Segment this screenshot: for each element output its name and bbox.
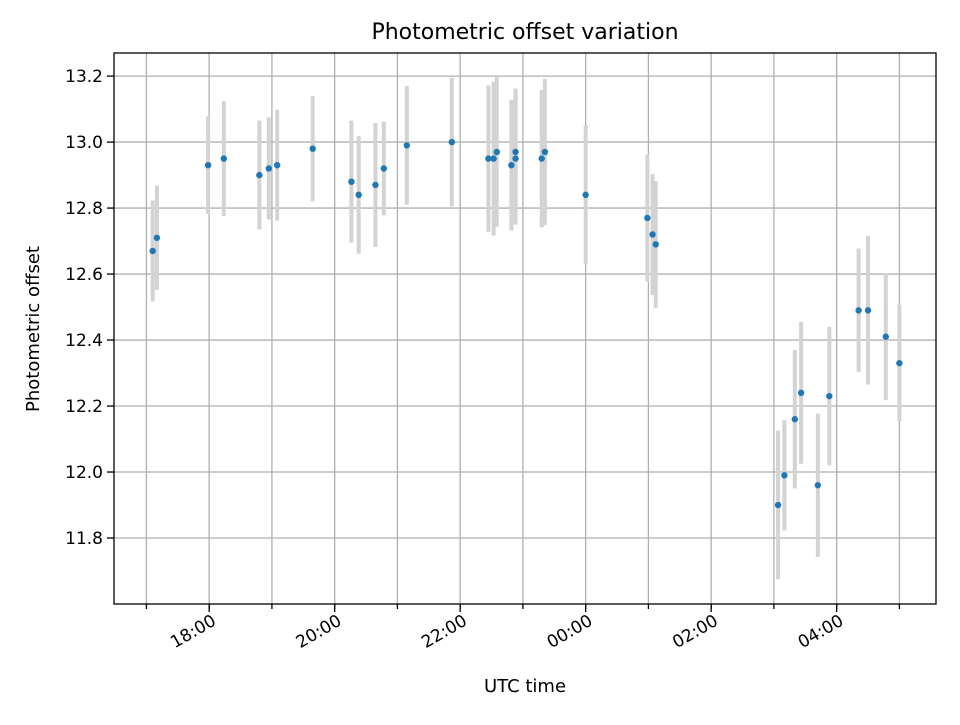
data-point <box>448 138 455 146</box>
y-tick-label: 12.0 <box>65 463 103 483</box>
y-tick-label: 12.8 <box>65 199 103 219</box>
data-point <box>538 155 545 162</box>
data-point <box>204 161 212 169</box>
data-point <box>403 142 411 149</box>
data-point <box>797 389 805 397</box>
data-point <box>896 359 903 367</box>
data-point <box>508 161 515 169</box>
chart-title: Photometric offset variation <box>371 20 678 45</box>
x-axis-label: UTC time <box>484 676 566 697</box>
data-point <box>153 234 161 241</box>
data-point <box>273 161 281 169</box>
data-point <box>814 482 822 489</box>
data-point <box>220 155 228 162</box>
data-point <box>256 171 263 179</box>
data-point <box>826 392 833 400</box>
data-point <box>652 241 659 248</box>
data-point <box>781 472 788 479</box>
data-point <box>644 214 651 222</box>
data-point <box>380 165 388 172</box>
data-point <box>485 155 492 162</box>
data-point <box>490 155 497 162</box>
data-point <box>855 307 862 314</box>
data-point <box>355 191 362 199</box>
data-point <box>309 145 316 152</box>
data-point <box>649 231 656 238</box>
y-tick-label: 12.6 <box>65 265 103 285</box>
data-point <box>149 247 156 255</box>
data-point <box>372 181 379 189</box>
data-point <box>265 165 272 172</box>
data-point <box>348 178 355 185</box>
data-point <box>791 416 799 423</box>
data-point <box>882 333 890 340</box>
y-axis-label: Photometric offset <box>23 246 44 412</box>
y-tick-label: 11.8 <box>65 529 103 549</box>
y-tick-label: 12.2 <box>65 397 103 417</box>
data-point <box>493 148 500 156</box>
plot-frame <box>113 52 937 605</box>
y-tick-label: 13.2 <box>65 67 103 87</box>
data-point <box>864 307 872 314</box>
data-point <box>512 155 519 162</box>
data-point <box>582 191 589 199</box>
data-point <box>541 148 549 156</box>
y-tick-label: 13.0 <box>65 133 103 153</box>
data-point <box>512 148 519 156</box>
data-point <box>774 501 782 509</box>
y-tick-label: 12.4 <box>65 331 103 351</box>
data-points <box>149 138 903 509</box>
